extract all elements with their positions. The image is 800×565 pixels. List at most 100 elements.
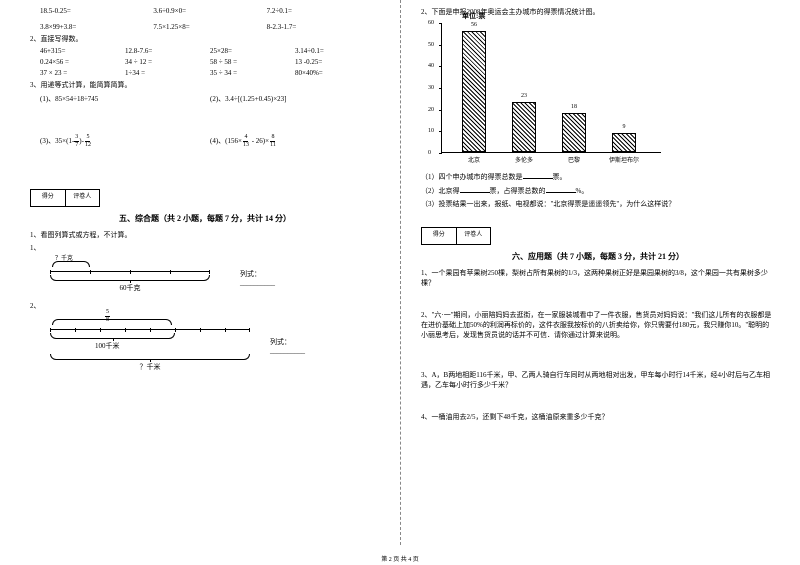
- eq: 34 ÷ 12 =: [125, 58, 210, 66]
- segment-line: [50, 271, 210, 272]
- bar: 56: [462, 31, 486, 152]
- eq: 3.6÷0.9×0=: [153, 7, 266, 15]
- text: (3)、35×(1-: [40, 137, 74, 145]
- d1-total: 60千克: [50, 283, 210, 293]
- eq: 13 -0.25=: [295, 58, 380, 66]
- eq: 3.14÷0.1=: [295, 47, 380, 55]
- eq: 80×40%=: [295, 69, 380, 77]
- denominator: 11: [269, 142, 277, 149]
- q2-row: 46+315= 12.8-7.6= 25×28= 3.14÷0.1=: [40, 47, 380, 55]
- q3-title: 3、用递等式计算，能简算简算。: [30, 80, 380, 90]
- bar-value: 23: [513, 93, 535, 99]
- eq: 3.8×99+3.8=: [40, 23, 153, 31]
- section-5-title: 五、综合题（共 2 小题，每题 7 分，共计 14 分）: [30, 213, 380, 224]
- q3-item-4: (4)、(156×413 - 26)×811: [210, 134, 380, 149]
- text: (4)、(156×: [210, 137, 242, 145]
- sub-2: 2、: [30, 301, 380, 311]
- q3-item-1: (1)、85×54÷18÷745: [40, 94, 210, 104]
- q3-item-3: (3)、35×(1-37)-512: [40, 134, 210, 149]
- ytick: 60: [428, 20, 434, 26]
- eq-row-2: 3.8×99+3.8= 7.5×1.25×8= 8-2.3-1.7=: [40, 23, 380, 31]
- xlabel: 巴黎: [554, 155, 594, 164]
- page-footer: 第 2 页 共 4 页: [0, 554, 800, 563]
- xlabel: 多伦多: [504, 155, 544, 164]
- eq: 37 × 23 =: [40, 69, 125, 77]
- eq: 0.24×56 =: [40, 58, 125, 66]
- numerator: 8: [270, 134, 275, 142]
- d1-formula: 列式：__________: [240, 269, 275, 287]
- text: 票。: [553, 173, 567, 181]
- d2-formula: 列式：__________: [270, 337, 305, 355]
- diagram-1: ？千克 60千克 列式：__________: [50, 261, 210, 293]
- eq: 18.5-0.25=: [40, 7, 153, 15]
- bar-chart: 单位:票 0102030405060 5623189 北京多伦多巴黎伊斯坦布尔: [441, 23, 661, 153]
- text: - 26)×: [250, 137, 269, 145]
- eq-row-1: 18.5-0.25= 3.6÷0.9×0= 7.2÷0.1=: [40, 7, 380, 15]
- fraction: 512: [84, 134, 92, 149]
- chart-unit: 单位:票: [462, 11, 485, 21]
- ytick: 20: [428, 107, 434, 113]
- numerator: 5: [85, 134, 90, 142]
- bar-value: 56: [463, 22, 485, 28]
- eq: 12.8-7.6=: [125, 47, 210, 55]
- numerator: 4: [243, 134, 248, 142]
- eq: 1÷34 =: [125, 69, 210, 77]
- denominator: 12: [84, 142, 92, 149]
- bar: 23: [512, 102, 536, 152]
- text: （2）北京得: [421, 187, 460, 195]
- ytick: 30: [428, 85, 434, 91]
- text: %。: [576, 187, 589, 195]
- ytick: 50: [428, 42, 434, 48]
- sec5-q1: 1、看图列算式或方程，不计算。: [30, 230, 380, 240]
- fraction: 811: [269, 134, 277, 149]
- small-brace-icon: [52, 319, 172, 325]
- eq: 25×28=: [210, 47, 295, 55]
- d2-qmark: ？千米: [50, 362, 250, 372]
- bar-value: 9: [613, 124, 635, 130]
- blank[interactable]: [546, 185, 576, 193]
- text: 票，占得票总数的: [490, 187, 546, 195]
- fraction: 413: [242, 134, 250, 149]
- ytick: 40: [428, 63, 434, 69]
- bar: 18: [562, 113, 586, 152]
- brace-icon: [50, 333, 175, 339]
- score-label: 得分: [422, 228, 457, 244]
- app-q3: 3、A，B两地相距116千米，甲、乙两人骑自行车同时从两地相对出发，甲车每小时行…: [421, 370, 775, 390]
- score-box: 得分 评卷人: [30, 189, 100, 207]
- blank[interactable]: [460, 185, 490, 193]
- eq: 46+315=: [40, 47, 125, 55]
- text: （1）四个申办城市的得票总数是: [421, 173, 523, 181]
- diagram-2: 58 100千米 ？千米 列式：__________: [50, 319, 250, 372]
- sub-1: 1、: [30, 243, 380, 253]
- section-6-title: 六、应用题（共 7 小题，每题 3 分，共计 21 分）: [421, 251, 775, 262]
- brace-icon: [50, 354, 250, 360]
- denominator: 13: [242, 142, 250, 149]
- app-q2: 2、"六·一"期间，小丽陪妈妈去逛街，在一家服装城看中了一件衣服，售货员对妈妈说…: [421, 310, 775, 340]
- xlabel: 伊斯坦布尔: [604, 155, 644, 164]
- ytick: 0: [428, 150, 431, 156]
- eq: 7.2÷0.1=: [267, 7, 380, 15]
- bar-value: 18: [563, 104, 585, 110]
- sub-q2: （2）北京得 票，占得票总数的 %。: [421, 185, 775, 196]
- eq: 58 ÷ 58 =: [210, 58, 295, 66]
- small-brace-icon: [52, 261, 90, 267]
- sub-q3: （3）投票结果一出来，报纸、电视都说："北京得票是遥遥领先"，为什么这样说？: [421, 199, 775, 209]
- eq: 7.5×1.25×8=: [153, 23, 266, 31]
- sub-q1: （1）四个申办城市的得票总数是 票。: [421, 171, 775, 182]
- segment-line: [50, 329, 250, 330]
- brace-icon: [50, 275, 210, 281]
- grader-label: 评卷人: [457, 228, 491, 244]
- xlabel: 北京: [454, 155, 494, 164]
- q2-row: 37 × 23 = 1÷34 = 35 ÷ 34 = 80×40%=: [40, 69, 380, 77]
- d2-total: 100千米: [95, 341, 250, 351]
- app-q4: 4、一桶油用去2/5，还剩下48千克，这桶油原来重多少千克？: [421, 412, 775, 422]
- bar: 9: [612, 133, 636, 153]
- app-q1: 1、一个果园有苹果树250棵，梨树占所有果树的1/3，这两种果树正好是果园果树的…: [421, 268, 775, 288]
- score-box: 得分 评卷人: [421, 227, 491, 245]
- eq: 8-2.3-1.7=: [267, 23, 380, 31]
- q2-title: 2、直接写得数。: [30, 34, 380, 44]
- blank[interactable]: [523, 171, 553, 179]
- q3-item-2: (2)、3.4÷[(1.25+0.45)×23]: [210, 94, 380, 104]
- numerator: 5: [105, 309, 110, 317]
- grader-label: 评卷人: [66, 190, 100, 206]
